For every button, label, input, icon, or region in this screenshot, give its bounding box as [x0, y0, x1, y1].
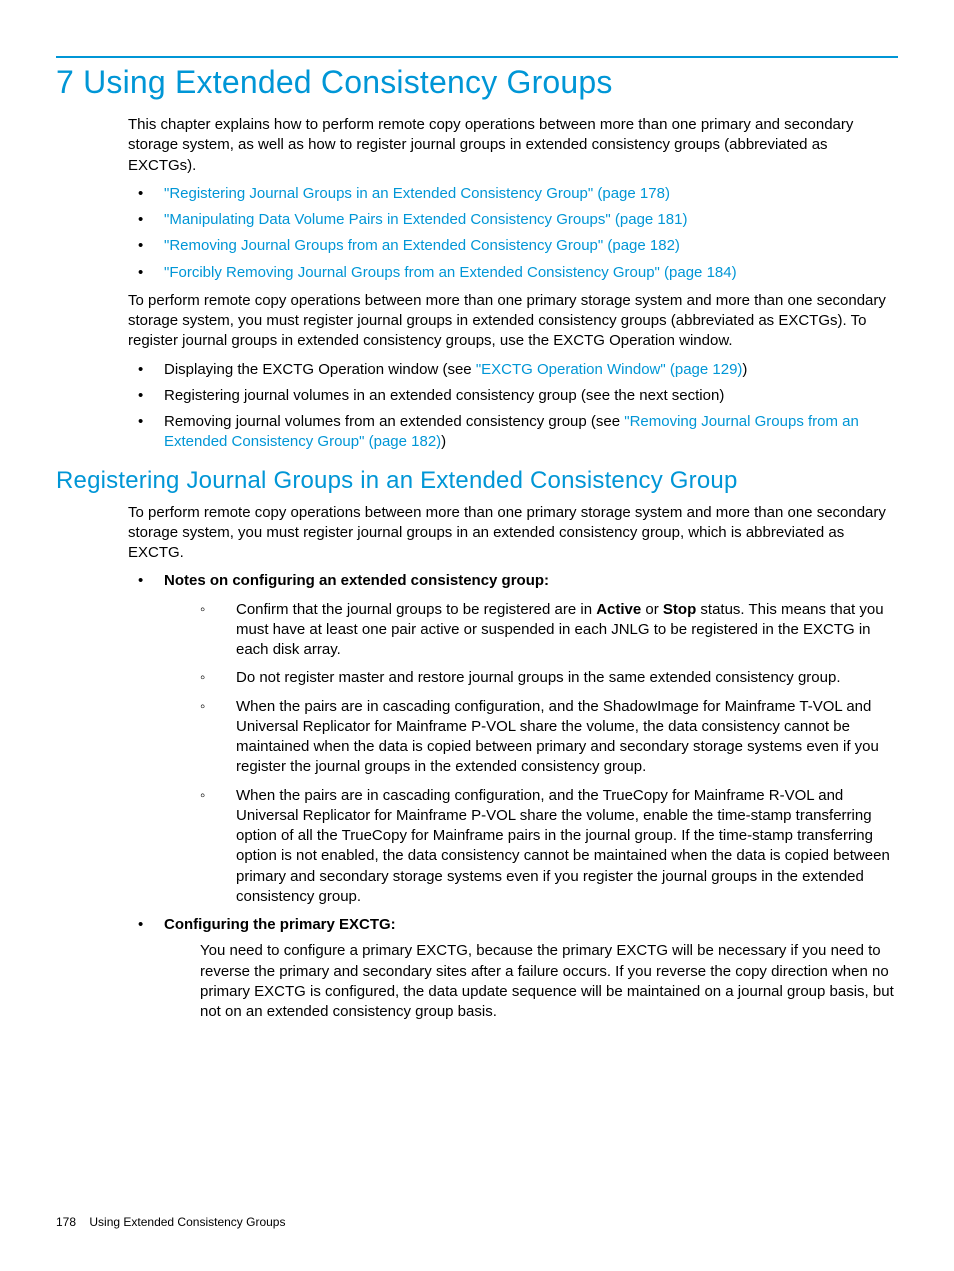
notes-list: Notes on configuring an extended consist…: [128, 571, 898, 1022]
note-text: or: [641, 601, 663, 618]
note-item: Confirm that the journal groups to be re…: [164, 600, 898, 661]
list-text: Displaying the EXCTG Operation window (s…: [164, 361, 476, 378]
config-heading: Configuring the primary EXCTG:: [164, 916, 396, 933]
toc-item: "Manipulating Data Volume Pairs in Exten…: [128, 210, 898, 230]
page: 7 Using Extended Consistency Groups This…: [0, 0, 954, 1271]
section-body: To perform remote copy operations betwee…: [128, 503, 898, 1023]
running-header: Using Extended Consistency Groups: [89, 1215, 285, 1229]
notes-heading: Notes on configuring an extended consist…: [164, 572, 549, 589]
status-active: Active: [596, 601, 641, 618]
list-text: ): [441, 433, 446, 450]
note-item: When the pairs are in cascading configur…: [164, 697, 898, 778]
list-item: Displaying the EXCTG Operation window (s…: [128, 360, 898, 380]
section-title: Registering Journal Groups in an Extende…: [56, 467, 898, 495]
note-item: When the pairs are in cascading configur…: [164, 786, 898, 908]
toc-link-list: "Registering Journal Groups in an Extend…: [128, 184, 898, 283]
list-text: Removing journal volumes from an extende…: [164, 413, 624, 430]
top-rule: [56, 56, 898, 58]
page-footer: 178 Using Extended Consistency Groups: [56, 1215, 285, 1229]
body-block: This chapter explains how to perform rem…: [128, 115, 898, 453]
note-item: Do not register master and restore journ…: [164, 668, 898, 688]
page-number: 178: [56, 1215, 76, 1229]
list-item: Registering journal volumes in an extend…: [128, 386, 898, 406]
xref-link-manipulate[interactable]: "Manipulating Data Volume Pairs in Exten…: [164, 211, 687, 228]
xref-link-forcibly-remove[interactable]: "Forcibly Removing Journal Groups from a…: [164, 264, 737, 281]
config-heading-item: Configuring the primary EXCTG: You need …: [128, 915, 898, 1022]
status-stop: Stop: [663, 601, 696, 618]
notes-heading-item: Notes on configuring an extended consist…: [128, 571, 898, 907]
operations-list: Displaying the EXCTG Operation window (s…: [128, 360, 898, 453]
list-text: ): [742, 361, 747, 378]
xref-link-remove[interactable]: "Removing Journal Groups from an Extende…: [164, 237, 680, 254]
notes-sublist: Confirm that the journal groups to be re…: [164, 600, 898, 908]
section-paragraph: To perform remote copy operations betwee…: [128, 503, 898, 564]
config-paragraph: You need to configure a primary EXCTG, b…: [164, 941, 898, 1022]
intro-paragraph: This chapter explains how to perform rem…: [128, 115, 898, 176]
toc-item: "Removing Journal Groups from an Extende…: [128, 236, 898, 256]
intro2-paragraph: To perform remote copy operations betwee…: [128, 291, 898, 352]
list-item: Removing journal volumes from an extende…: [128, 412, 898, 453]
xref-link-exctg-window[interactable]: "EXCTG Operation Window" (page 129): [476, 361, 743, 378]
chapter-title: 7 Using Extended Consistency Groups: [56, 64, 898, 101]
xref-link-register[interactable]: "Registering Journal Groups in an Extend…: [164, 185, 670, 202]
note-text: Confirm that the journal groups to be re…: [236, 601, 596, 618]
toc-item: "Forcibly Removing Journal Groups from a…: [128, 263, 898, 283]
toc-item: "Registering Journal Groups in an Extend…: [128, 184, 898, 204]
